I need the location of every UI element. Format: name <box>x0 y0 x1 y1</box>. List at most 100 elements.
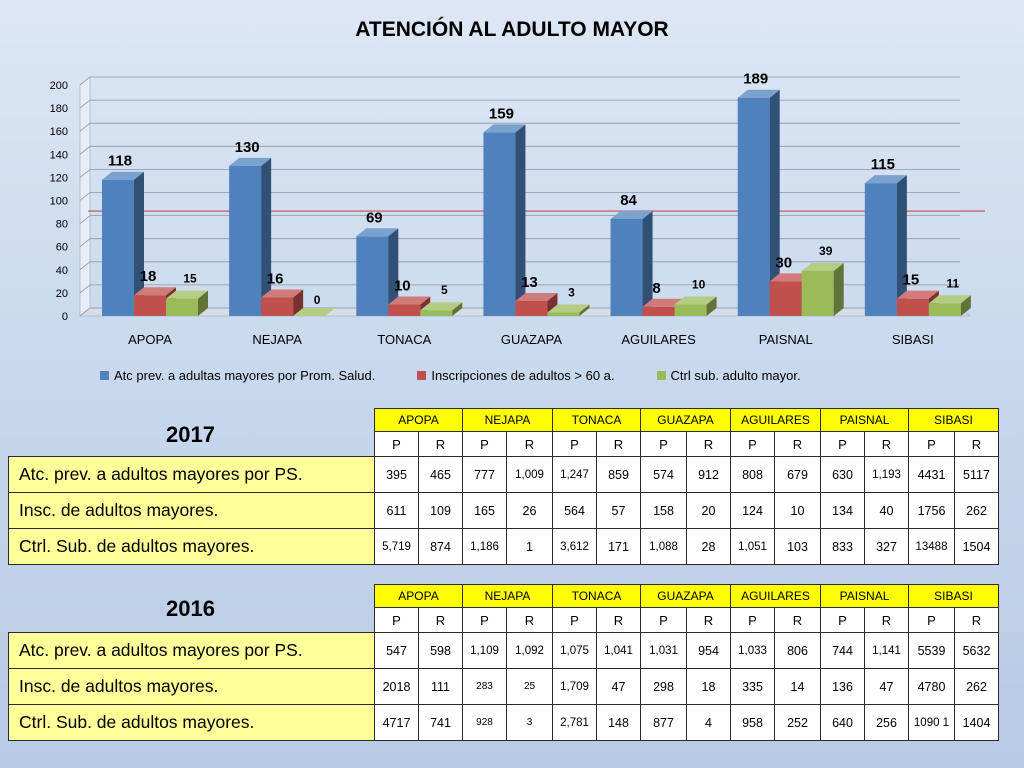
bar-top <box>483 124 526 133</box>
data-label: 118 <box>108 153 132 170</box>
bars <box>102 89 971 316</box>
table-cell: 5632 <box>954 632 999 669</box>
bar-side <box>515 124 526 316</box>
data-label: 16 <box>267 271 284 288</box>
x-category-label: PAISNAL <box>759 332 813 347</box>
bar-top <box>388 296 431 305</box>
gridline <box>79 76 960 86</box>
bar-top <box>642 298 685 307</box>
data-label: 159 <box>489 105 514 122</box>
table-cell: 252 <box>774 704 821 741</box>
x-category-label: TONACA <box>377 332 431 347</box>
data-table-2017: APOPA NEJAPA TONACA GUAZAPA AGUILARES PAISNAL… <box>8 408 999 565</box>
data-label: 39 <box>819 244 833 258</box>
table-cell: 40 <box>864 492 909 529</box>
table-cell: 4 <box>686 704 731 741</box>
bar-side <box>833 262 844 316</box>
bar-top <box>134 287 176 296</box>
gridline <box>79 261 960 271</box>
table-cell: 47 <box>596 668 641 705</box>
table-subheader: R <box>774 431 821 457</box>
bar-side <box>769 89 780 316</box>
table-cell: 103 <box>774 528 821 565</box>
bar <box>864 183 897 316</box>
table-subheader: P <box>462 431 507 457</box>
bar <box>166 298 198 316</box>
table-cell: 5,719 <box>374 528 419 565</box>
row-label: Ctrl. Sub. de adultos mayores. <box>8 704 375 741</box>
bar-side <box>198 290 208 316</box>
table-cell: 20 <box>686 492 731 529</box>
table-cell: 134 <box>820 492 865 529</box>
table-cell: 1,041 <box>596 632 641 669</box>
bar-top <box>515 292 558 301</box>
table-cell: 327 <box>864 528 909 565</box>
table-subheader: P <box>820 607 865 633</box>
table-cell: 1,709 <box>552 668 597 705</box>
table-subheader: P <box>374 431 419 457</box>
table-cell: 18 <box>686 668 731 705</box>
table-cell: 912 <box>686 456 731 493</box>
legend-item: Inscripciones de adultos > 60 a. <box>417 368 615 383</box>
y-tick-label: 200 <box>50 80 68 92</box>
legend-label: Inscripciones de adultos > 60 a. <box>431 368 615 383</box>
table-subheader: R <box>686 607 731 633</box>
table-cell: 26 <box>506 492 553 529</box>
legend: Atc prev. a adultas mayores por Prom. Sa… <box>100 368 801 383</box>
data-label: 8 <box>652 280 660 297</box>
y-tick-label: 60 <box>56 242 68 254</box>
table-cell: 777 <box>462 456 507 493</box>
bar-top <box>769 273 812 282</box>
table-cell: 833 <box>820 528 865 565</box>
table-cell: 47 <box>864 668 909 705</box>
table-cell: 3,612 <box>552 528 597 565</box>
table-row: Insc. de adultos mayores. 2018 111 283 25 1,7… <box>8 668 999 705</box>
table-header: PAISNAL <box>820 408 909 432</box>
table-subheader: P <box>462 607 507 633</box>
table-cell: 2018 <box>374 668 419 705</box>
chart-title: ATENCIÓN AL ADULTO MAYOR <box>355 17 668 41</box>
row-label: Ctrl. Sub. de adultos mayores. <box>8 528 375 565</box>
legend-item: Ctrl sub. adulto mayor. <box>656 368 801 383</box>
table-row: Insc. de adultos mayores. 611 109 165 26 564 5… <box>8 492 999 529</box>
table-cell: 874 <box>418 528 463 565</box>
table-header: APOPA <box>374 584 463 608</box>
y-tick-label: 0 <box>62 311 68 323</box>
table-cell: 465 <box>418 456 463 493</box>
bar-side <box>960 295 971 316</box>
y-tick-label: 100 <box>50 196 68 208</box>
bar-top <box>928 295 971 304</box>
gridline <box>79 145 960 155</box>
data-label: 13 <box>521 274 538 291</box>
table-cell: 1,075 <box>552 632 597 669</box>
data-label: 189 <box>743 71 768 88</box>
table-subheader: R <box>506 607 553 633</box>
table-cell: 1,088 <box>640 528 687 565</box>
data-label: 10 <box>692 277 706 291</box>
table-subheader: P <box>730 607 775 633</box>
table-header: TONACA <box>552 584 641 608</box>
table-cell: 25 <box>506 668 553 705</box>
table-cell: 283 <box>462 668 507 705</box>
table-cell: 262 <box>954 668 999 705</box>
bar-top <box>610 210 653 219</box>
data-label: 3 <box>568 286 575 300</box>
table-cell: 4780 <box>908 668 955 705</box>
row-label: Atc. prev. a adultos mayores por PS. <box>8 632 375 669</box>
legend-item: Atc prev. a adultas mayores por Prom. Sa… <box>100 368 375 383</box>
gridline <box>79 215 960 224</box>
bar <box>610 218 643 316</box>
table-cell: 13488 <box>908 528 955 565</box>
table-header: GUAZAPA <box>640 584 731 608</box>
bar <box>642 306 675 316</box>
table-cell: 640 <box>820 704 865 741</box>
table-cell: 3 <box>506 704 553 741</box>
bar-side <box>579 304 590 316</box>
table-cell: 928 <box>462 704 507 741</box>
table-cell: 859 <box>596 456 641 493</box>
table-header: APOPA <box>374 408 463 432</box>
y-tick-label: 180 <box>50 103 68 115</box>
table-subheader: R <box>596 607 641 633</box>
table-cell: 395 <box>374 456 419 493</box>
